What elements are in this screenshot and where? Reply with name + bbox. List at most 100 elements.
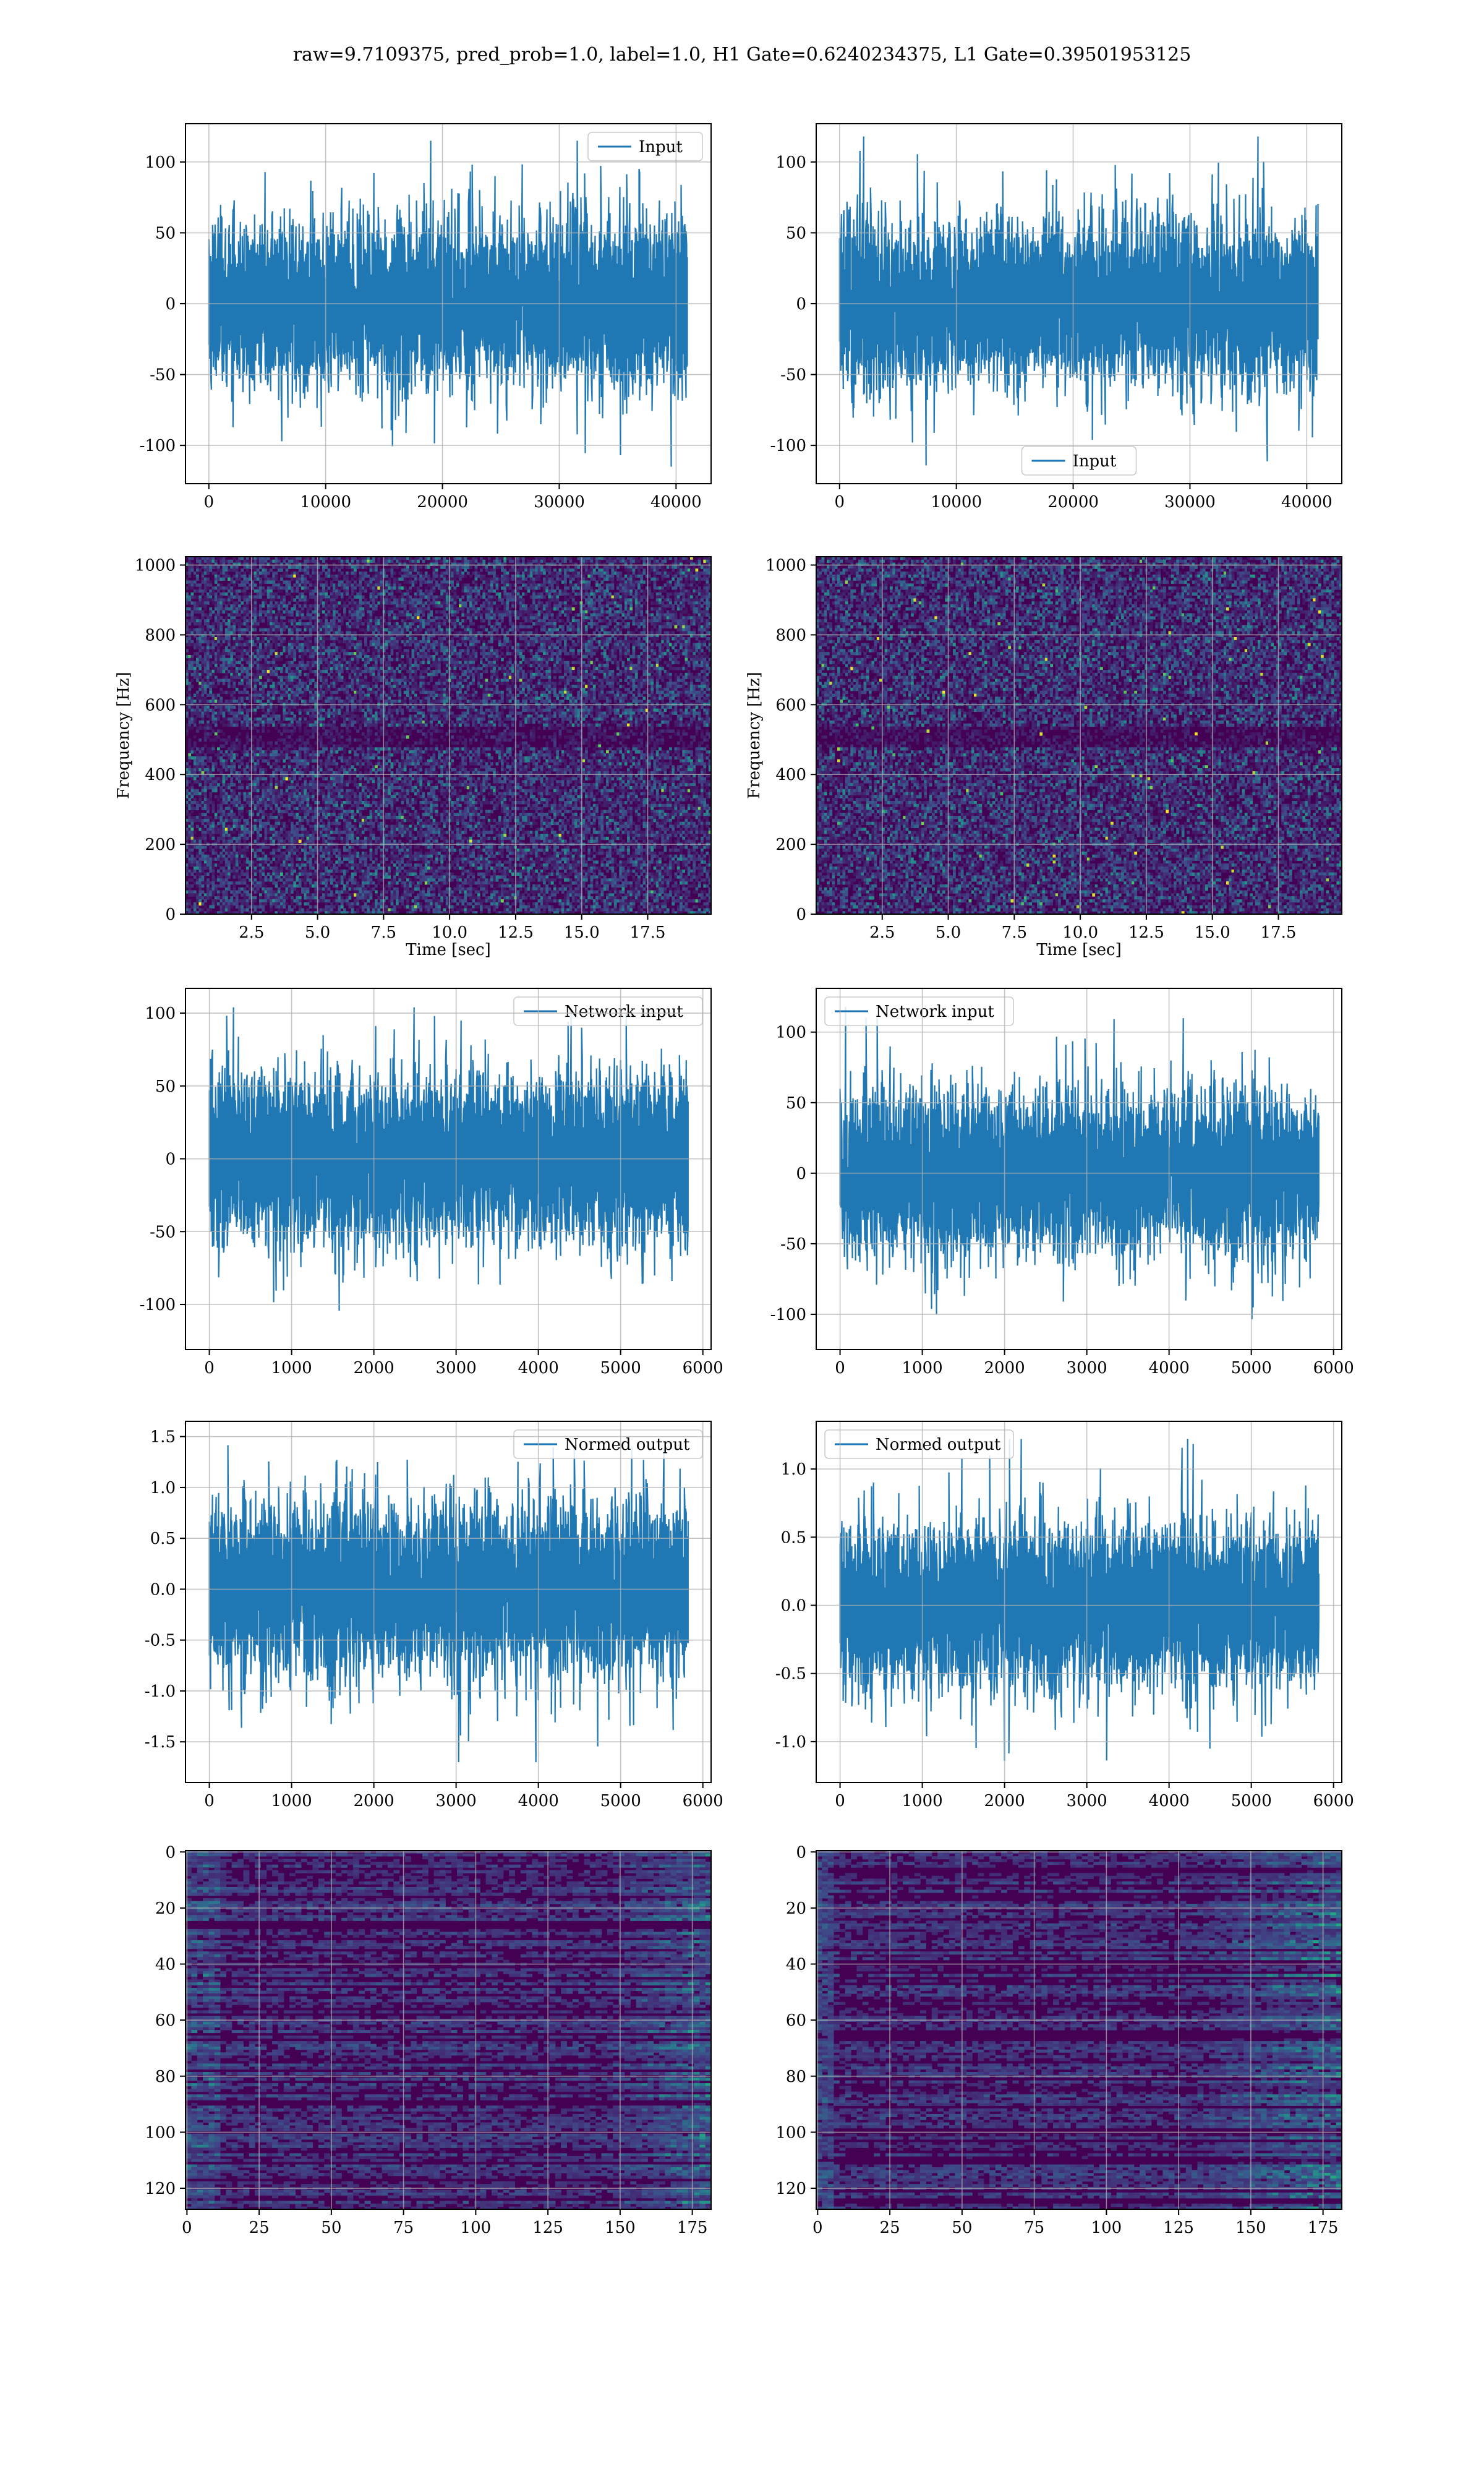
h1-spectrogram-cell — [627, 583, 630, 587]
h1-spectrogram-cell — [335, 631, 339, 635]
h1-spectrogram-cell — [285, 580, 289, 584]
h1-spectrogram-cell — [680, 580, 683, 584]
h1-spectrogram-cell — [354, 595, 357, 599]
h1-spectrogram-cell — [270, 604, 273, 608]
h1-spectrogram-cell — [201, 661, 205, 664]
h1-spectrogram-cell — [537, 613, 541, 617]
h1-spectrogram-cell — [469, 604, 472, 608]
h1-spectrogram-cell — [364, 655, 367, 659]
h1-spectrogram-cell — [574, 592, 578, 596]
h1-spectrogram-cell — [493, 613, 497, 617]
h1-spectrogram-cell — [238, 619, 241, 623]
h1-spectrogram-cell — [603, 640, 607, 644]
h1-spectrogram-cell — [659, 604, 662, 608]
h1-spectrogram-cell — [196, 604, 199, 608]
h1-spectrogram-cell — [406, 595, 409, 599]
h1-spectrogram-cell — [666, 640, 670, 644]
h1-spectrogram-cell — [317, 577, 320, 581]
h1-spectrogram-cell — [545, 607, 549, 611]
h1-spectrogram-cell — [592, 598, 596, 602]
h1-spectrogram-cell — [561, 577, 565, 581]
h1-spectrogram-cell — [529, 604, 533, 608]
h1-spectrogram-cell — [270, 631, 273, 635]
h1-spectrogram-cell — [579, 628, 583, 631]
h1-spectrogram-cell — [296, 649, 299, 653]
h1-spectrogram-cell — [490, 589, 493, 593]
h1-spectrogram-cell — [333, 610, 336, 614]
h1-spectrogram-cell — [708, 601, 711, 605]
h1-spectrogram-cell — [501, 568, 504, 572]
h1-spectrogram-cell — [275, 634, 278, 638]
h1-spectrogram-cell — [385, 557, 388, 560]
h1-spectrogram-cell — [314, 640, 318, 644]
h1-spectrogram-cell — [259, 557, 262, 560]
h1-spectrogram-cell — [296, 589, 299, 593]
h1-spectrogram-cell — [230, 628, 234, 631]
h1-spectrogram-cell — [385, 574, 388, 578]
h1-spectrogram-cell — [629, 580, 633, 584]
h1-spectrogram-cell — [201, 580, 205, 584]
h1-spectrogram-cell — [388, 631, 391, 635]
h1-spectrogram-cell — [598, 601, 602, 605]
h1-spectrogram-cell — [211, 634, 215, 638]
h1-spectrogram-cell — [680, 559, 683, 563]
h1-spectrogram-cell — [535, 577, 539, 581]
h1-spectrogram-cell — [461, 583, 465, 587]
h1-spectrogram-cell — [224, 565, 228, 569]
h1-spectrogram-cell — [545, 657, 549, 662]
h1-spectrogram-cell — [564, 557, 567, 560]
h1-spectrogram-cell — [406, 634, 409, 638]
h1-spectrogram-cell — [443, 657, 446, 662]
h1-spectrogram-cell — [701, 640, 704, 644]
h1-spectrogram-cell — [524, 640, 528, 644]
h1-spectrogram-cell — [351, 586, 354, 590]
h1-spectrogram-cell — [211, 565, 215, 569]
h1-spectrogram-cell — [469, 652, 472, 656]
h1-spectrogram-cell — [480, 568, 483, 572]
h1-spectrogram-cell — [256, 646, 260, 649]
h1-spectrogram-cell — [645, 607, 649, 611]
h1-spectrogram-cell — [254, 625, 257, 629]
h1-spectrogram-cell — [343, 652, 346, 656]
h1-spectrogram-cell — [666, 586, 670, 590]
h1-spectrogram-cell — [232, 568, 236, 572]
h1-spectrogram-cell — [508, 592, 512, 596]
h1-spectrogram-cell — [648, 565, 651, 569]
h1-spectrogram-cell — [556, 657, 560, 662]
h1-spectrogram-cell — [624, 583, 628, 587]
h1-spectrogram-cell — [209, 652, 213, 656]
h1-spectrogram-cell — [367, 562, 370, 566]
h1-spectrogram-cell — [566, 574, 570, 578]
h1-spectrogram-cell — [585, 562, 588, 566]
h1-spectrogram-cell — [388, 586, 391, 590]
h1-spectrogram-cell — [642, 657, 646, 662]
h1-spectrogram-cell — [256, 652, 260, 656]
h1-spectrogram-cell — [417, 613, 420, 617]
h1-spectrogram-cell — [695, 574, 699, 578]
h1-spectrogram-cell — [356, 577, 360, 581]
h1-spectrogram-cell — [650, 622, 654, 626]
h1-spectrogram-cell — [611, 595, 615, 599]
h1-spectrogram-cell — [666, 601, 670, 605]
h1-spectrogram-cell — [256, 586, 260, 590]
h1-spectrogram-cell — [466, 628, 470, 631]
h1-spectrogram-cell — [335, 610, 339, 614]
h1-spectrogram-cell — [280, 640, 283, 644]
h1-spectrogram-cell — [529, 580, 533, 584]
h1-spectrogram-cell — [254, 604, 257, 608]
h1-spectrogram-cell — [401, 574, 404, 578]
h1-spectrogram-cell — [634, 613, 638, 617]
h1-spectrogram-cell — [388, 613, 391, 617]
h1-spectrogram-cell — [330, 607, 333, 611]
h1-spectrogram-cell — [672, 568, 675, 572]
h1-spectrogram-cell — [672, 592, 675, 596]
h1-spectrogram-cell — [600, 568, 604, 572]
h1-spectrogram-cell — [375, 589, 378, 593]
h1-spectrogram-cell — [406, 598, 409, 602]
h1-spectrogram-cell — [519, 604, 522, 608]
h1-spectrogram-cell — [220, 616, 223, 620]
h1-spectrogram-cell — [627, 634, 630, 638]
h1-spectrogram-cell — [706, 631, 709, 635]
h1-spectrogram-cell — [550, 577, 554, 581]
h1-spectrogram-cell — [417, 610, 420, 614]
